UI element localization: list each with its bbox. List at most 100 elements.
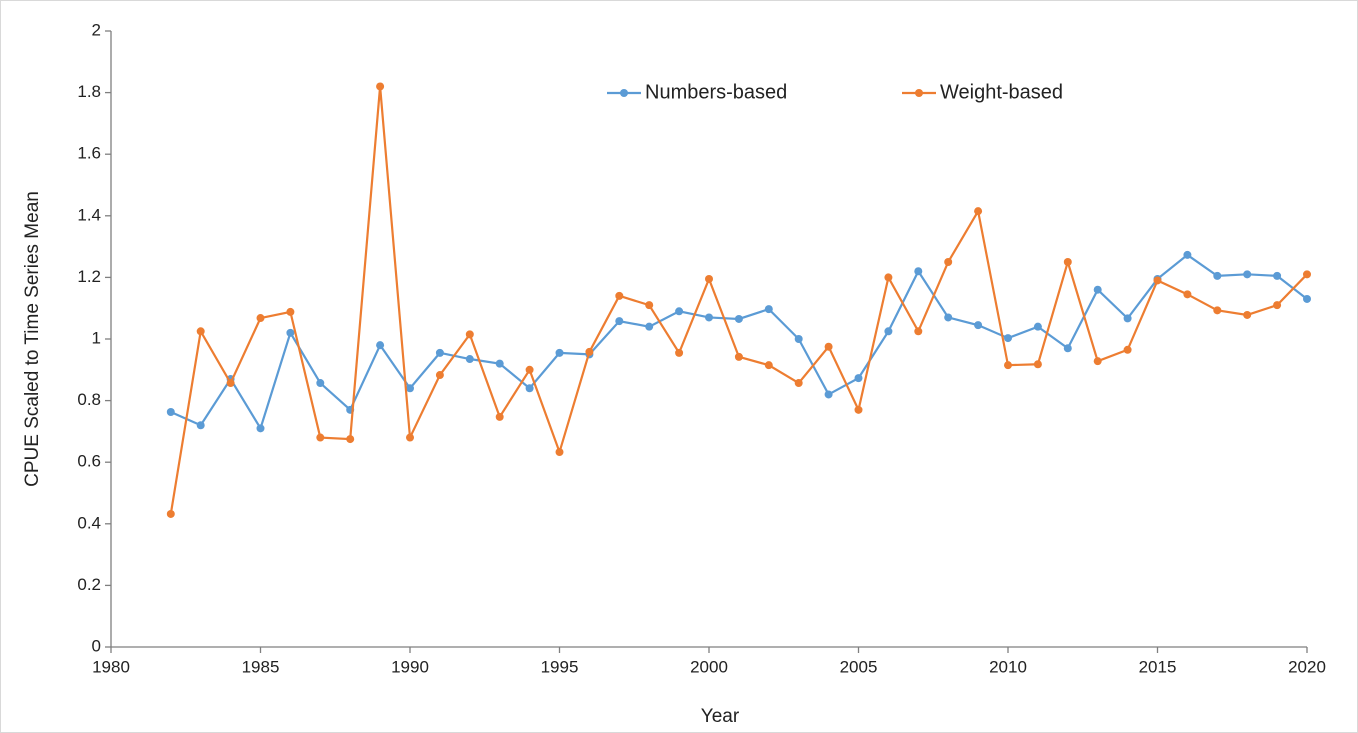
y-tick-label: 0.2 bbox=[77, 575, 101, 594]
x-tick-label: 2010 bbox=[989, 657, 1027, 676]
point bbox=[1123, 314, 1132, 323]
point bbox=[1303, 270, 1311, 279]
point bbox=[166, 407, 175, 416]
point bbox=[525, 365, 534, 374]
point bbox=[1004, 361, 1012, 370]
point bbox=[555, 348, 564, 357]
point bbox=[794, 335, 803, 343]
point bbox=[854, 374, 863, 383]
point bbox=[615, 317, 624, 326]
legend-marker bbox=[915, 89, 923, 97]
point bbox=[824, 390, 833, 399]
point bbox=[1063, 344, 1072, 353]
y-tick-label: 0.4 bbox=[77, 513, 101, 532]
point bbox=[525, 384, 534, 393]
y-tick-label: 1.4 bbox=[77, 205, 101, 224]
point bbox=[555, 448, 564, 457]
x-tick-label: 2020 bbox=[1288, 657, 1326, 676]
point bbox=[226, 379, 235, 388]
legend-label: Numbers-based bbox=[645, 81, 787, 103]
point bbox=[645, 322, 654, 331]
point bbox=[914, 327, 923, 336]
point bbox=[196, 421, 205, 430]
point bbox=[1033, 322, 1042, 331]
point bbox=[734, 352, 743, 361]
point bbox=[256, 314, 265, 323]
point bbox=[1063, 258, 1072, 266]
point bbox=[465, 330, 474, 339]
legend-marker bbox=[620, 89, 628, 97]
y-tick-label: 1.6 bbox=[77, 144, 101, 163]
y-tick-label: 1.8 bbox=[77, 82, 101, 101]
point bbox=[1213, 306, 1222, 315]
y-axis-label: CPUE Scaled to Time Series Mean bbox=[22, 191, 43, 487]
point bbox=[675, 348, 684, 357]
point bbox=[705, 274, 713, 283]
point bbox=[406, 384, 414, 393]
point bbox=[705, 313, 713, 322]
point bbox=[675, 307, 684, 316]
point bbox=[495, 412, 504, 421]
point bbox=[495, 359, 504, 368]
point bbox=[884, 327, 893, 336]
x-tick-label: 1995 bbox=[541, 657, 579, 676]
x-tick-label: 2000 bbox=[690, 657, 728, 676]
point bbox=[824, 342, 833, 351]
point bbox=[1303, 294, 1311, 303]
point bbox=[286, 328, 295, 337]
y-tick-label: 0.6 bbox=[77, 452, 101, 471]
point bbox=[166, 509, 175, 518]
point bbox=[196, 327, 205, 336]
point bbox=[1093, 285, 1102, 294]
point bbox=[854, 405, 863, 414]
point bbox=[1153, 276, 1162, 285]
point bbox=[376, 341, 385, 350]
y-tick-label: 1.2 bbox=[77, 267, 101, 286]
y-tick-label: 2 bbox=[92, 20, 101, 39]
legend-label: Weight-based bbox=[940, 81, 1063, 103]
x-tick-label: 1990 bbox=[391, 657, 429, 676]
x-tick-label: 2015 bbox=[1139, 657, 1177, 676]
point bbox=[406, 433, 414, 442]
point bbox=[316, 379, 325, 388]
point bbox=[1243, 270, 1252, 279]
point bbox=[974, 207, 983, 216]
point bbox=[764, 361, 773, 370]
point bbox=[286, 307, 295, 316]
point bbox=[585, 347, 594, 356]
point bbox=[1004, 334, 1012, 343]
point bbox=[1123, 345, 1132, 354]
point bbox=[764, 305, 773, 314]
y-tick-label: 0.8 bbox=[77, 390, 101, 409]
point bbox=[1213, 271, 1222, 280]
point bbox=[465, 355, 474, 364]
point bbox=[376, 82, 385, 91]
x-tick-label: 1980 bbox=[92, 657, 130, 676]
point bbox=[435, 371, 444, 380]
point bbox=[316, 433, 325, 442]
x-tick-label: 2005 bbox=[840, 657, 878, 676]
y-tick-label: 1 bbox=[92, 328, 101, 347]
point bbox=[645, 301, 654, 310]
point bbox=[974, 321, 983, 330]
point bbox=[734, 314, 743, 323]
x-axis-label: Year bbox=[701, 706, 740, 727]
point bbox=[884, 273, 893, 282]
point bbox=[944, 258, 953, 266]
point bbox=[615, 291, 624, 300]
point bbox=[1033, 360, 1042, 369]
point bbox=[435, 348, 444, 357]
y-tick-label: 0 bbox=[92, 636, 101, 655]
point bbox=[1273, 271, 1282, 280]
point bbox=[914, 267, 923, 276]
point bbox=[1093, 357, 1102, 366]
point bbox=[1183, 250, 1192, 259]
point bbox=[794, 379, 803, 388]
point bbox=[346, 435, 355, 444]
point bbox=[1183, 290, 1192, 299]
point bbox=[256, 424, 265, 433]
point bbox=[1273, 301, 1282, 310]
x-tick-label: 1985 bbox=[242, 657, 280, 676]
